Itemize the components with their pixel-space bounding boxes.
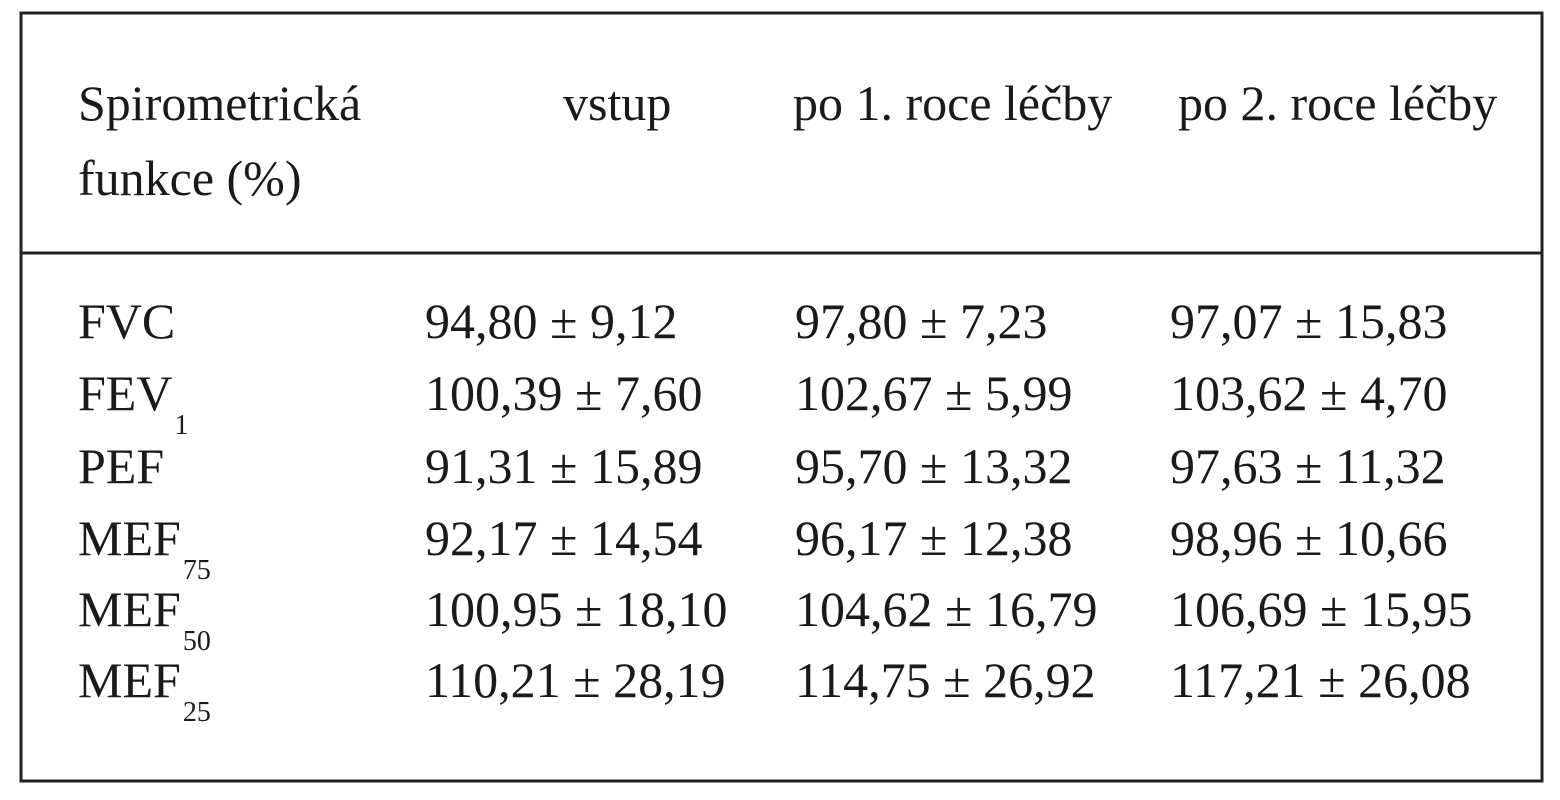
cell: 97,63 ± 11,32 bbox=[1170, 438, 1446, 494]
row-label: MEF bbox=[78, 510, 181, 566]
cell: 100,95 ± 18,10 bbox=[425, 581, 727, 637]
cell: 97,07 ± 15,83 bbox=[1170, 293, 1447, 349]
header-cell: Spirometrická bbox=[78, 75, 361, 131]
row-label-subscript: 75 bbox=[183, 555, 211, 586]
header-cell: funkce (%) bbox=[78, 150, 302, 206]
header-cell: vstup bbox=[563, 75, 671, 131]
row-label-subscript: 50 bbox=[183, 626, 211, 657]
cell: 96,17 ± 12,38 bbox=[795, 510, 1072, 566]
cell: 92,17 ± 14,54 bbox=[425, 510, 702, 566]
cell: 106,69 ± 15,95 bbox=[1170, 581, 1472, 637]
cell: 95,70 ± 13,32 bbox=[795, 438, 1072, 494]
row-label: FEV bbox=[78, 365, 172, 421]
cell: 98,96 ± 10,66 bbox=[1170, 510, 1447, 566]
row-label: FVC bbox=[78, 293, 175, 349]
header-cell: po 1. roce léčby bbox=[793, 75, 1112, 131]
cell: 102,67 ± 5,99 bbox=[795, 365, 1072, 421]
cell: 104,62 ± 16,79 bbox=[795, 581, 1097, 637]
cell: 91,31 ± 15,89 bbox=[425, 438, 702, 494]
row-label: MEF bbox=[78, 581, 181, 637]
cell: 97,80 ± 7,23 bbox=[795, 293, 1047, 349]
cell: 100,39 ± 7,60 bbox=[425, 365, 702, 421]
cell: 94,80 ± 9,12 bbox=[425, 293, 677, 349]
row-label-subscript: 25 bbox=[183, 697, 211, 728]
row-label-subscript: 1 bbox=[174, 410, 188, 441]
cell: 117,21 ± 26,08 bbox=[1170, 652, 1471, 708]
table-border bbox=[19, 11, 1544, 783]
cell: 114,75 ± 26,92 bbox=[795, 652, 1096, 708]
header-cell: po 2. roce léčby bbox=[1178, 75, 1497, 131]
cell: 103,62 ± 4,70 bbox=[1170, 365, 1447, 421]
row-label: PEF bbox=[78, 438, 164, 494]
cell: 110,21 ± 28,19 bbox=[425, 652, 726, 708]
row-label: MEF bbox=[78, 652, 181, 708]
